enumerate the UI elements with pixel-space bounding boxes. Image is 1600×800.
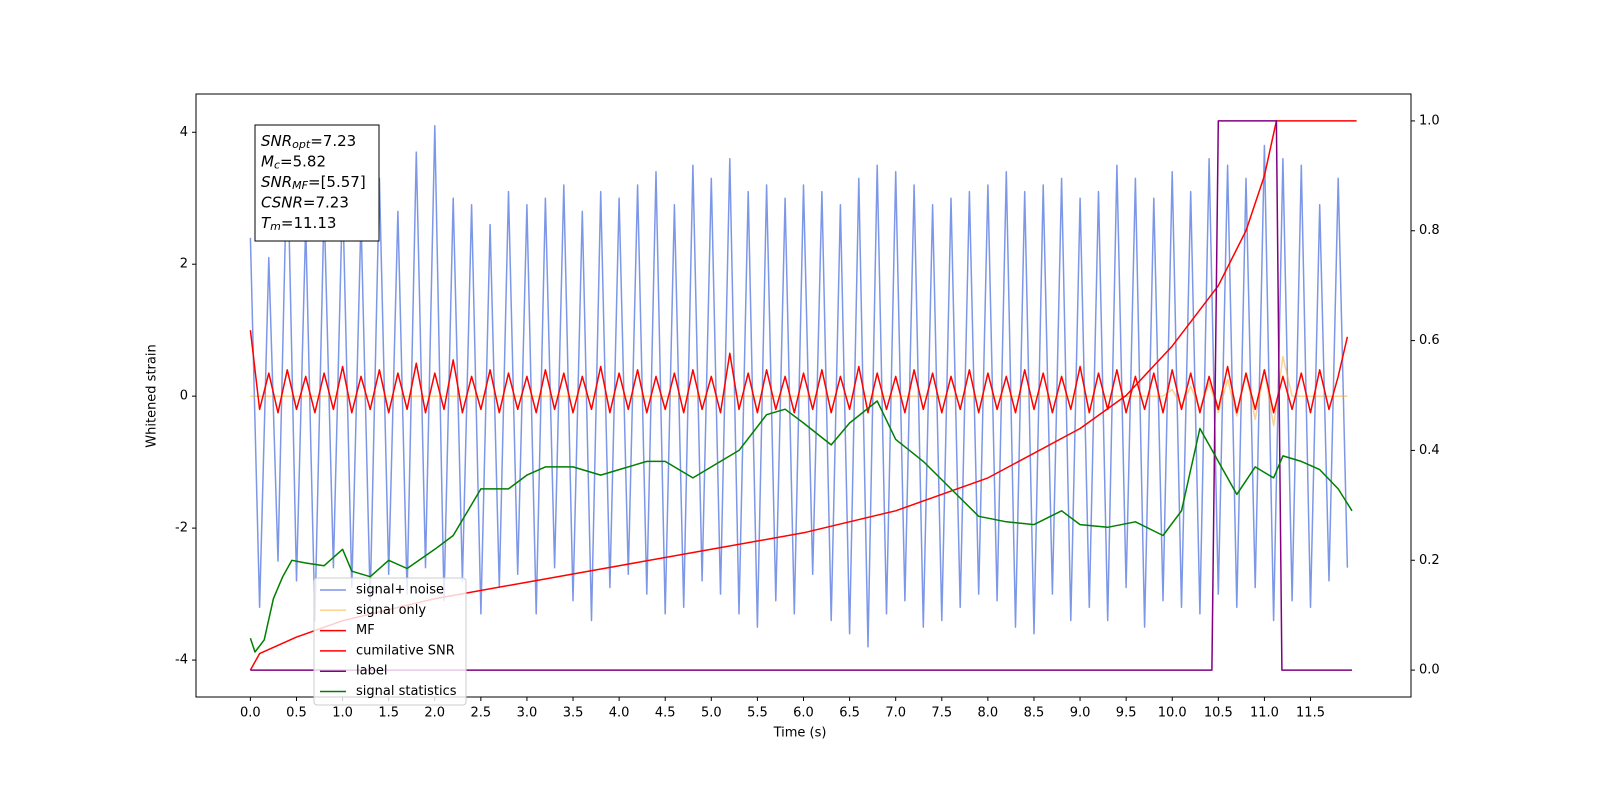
legend-label: label (356, 664, 387, 679)
x-tick-label: 2.0 (424, 706, 445, 721)
x-tick-label: 1.5 (378, 706, 399, 721)
annotation-box (254, 124, 380, 242)
y2-tick-label: 1.0 (1419, 113, 1440, 128)
annotation-text: =7.23 (303, 193, 349, 211)
y-tick-label: 4 (180, 125, 188, 140)
x-tick-label: 3.0 (517, 706, 538, 721)
x-tick-label: 11.5 (1296, 706, 1325, 721)
x-tick-label: 7.5 (931, 706, 952, 721)
y-axis-label: Whitened strain (145, 344, 160, 447)
x-tick-label: 5.5 (747, 706, 768, 721)
x-tick-label: 10.5 (1204, 706, 1233, 721)
legend-label: signal statistics (356, 684, 457, 699)
x-tick-label: 1.0 (332, 706, 353, 721)
y2-tick-label: 0.8 (1419, 223, 1440, 238)
annotation-line: Tm=11.13 (261, 214, 336, 234)
annotation-line: Mc=5.82 (261, 152, 326, 172)
x-tick-label: 4.0 (609, 706, 630, 721)
x-tick-label: 8.5 (1024, 706, 1045, 721)
y2-tick-label: 0.0 (1419, 663, 1440, 678)
series-line (249, 400, 1353, 653)
annotation-line: CSNR=7.23 (261, 193, 349, 211)
annotation-name: CSNR (261, 193, 303, 211)
x-tick-label: 2.5 (471, 706, 492, 721)
series-line (249, 124, 1349, 648)
legend: signal+ noise signal only MF cumilative SNR… (313, 577, 467, 706)
annotation-name: SNR (261, 132, 292, 150)
annotation-text: =5.82 (280, 152, 326, 170)
annotation-sub: m (270, 220, 281, 233)
annotation: SNRopt=7.23Mc=5.82SNRMF=[5.57]CSNR=7.23T… (254, 124, 380, 242)
x-axis-label: Time (s) (773, 726, 827, 741)
annotation-sub: MF (292, 179, 308, 192)
y-tick-label: -4 (175, 653, 188, 668)
ticks: 0.0 0.5 1.0 1.5 2.0 2.5 3.0 3.5 4.0 4.5 5.0 5.5 6.0 6… (175, 113, 1440, 720)
annotation-text: =[5.57] (308, 173, 366, 191)
legend-label: MF (356, 623, 375, 638)
x-tick-label: 6.5 (839, 706, 860, 721)
annotation-line: SNRopt=7.23 (261, 132, 356, 152)
x-tick-label: 10.0 (1158, 706, 1187, 721)
x-tick-label: 3.5 (563, 706, 584, 721)
x-tick-label: 9.0 (1070, 706, 1091, 721)
y-tick-label: -2 (175, 521, 188, 536)
x-tick-label: 5.0 (701, 706, 722, 721)
legend-box (313, 577, 467, 706)
x-tick-label: 11.0 (1250, 706, 1279, 721)
x-tick-label: 0.0 (240, 706, 261, 721)
annotation-line: SNRMF=[5.57] (261, 173, 366, 193)
x-tick-label: 8.0 (978, 706, 999, 721)
y2-tick-label: 0.2 (1419, 553, 1440, 568)
annotation-name: T (261, 214, 272, 232)
y2-tick-label: 0.6 (1419, 333, 1440, 348)
annotation-text: =11.13 (281, 214, 337, 232)
legend-label: signal+ noise (356, 583, 444, 598)
annotation-sub: opt (292, 138, 311, 151)
annotation-name: SNR (261, 173, 292, 191)
legend-label: signal only (356, 603, 426, 618)
y-tick-label: 0 (180, 389, 188, 404)
series-line (250, 120, 1352, 671)
x-tick-label: 0.5 (286, 706, 307, 721)
series-line (249, 330, 1349, 414)
annotation-sub: c (274, 159, 280, 172)
x-tick-label: 9.5 (1116, 706, 1137, 721)
x-tick-label: 6.0 (793, 706, 814, 721)
x-tick-label: 7.0 (885, 706, 906, 721)
legend-label: cumilative SNR (356, 643, 455, 658)
annotation-text: =7.23 (310, 132, 356, 150)
y2-tick-label: 0.4 (1419, 443, 1440, 458)
y-tick-label: 2 (180, 257, 188, 272)
annotation-name: M (261, 152, 274, 170)
x-tick-label: 4.5 (655, 706, 676, 721)
